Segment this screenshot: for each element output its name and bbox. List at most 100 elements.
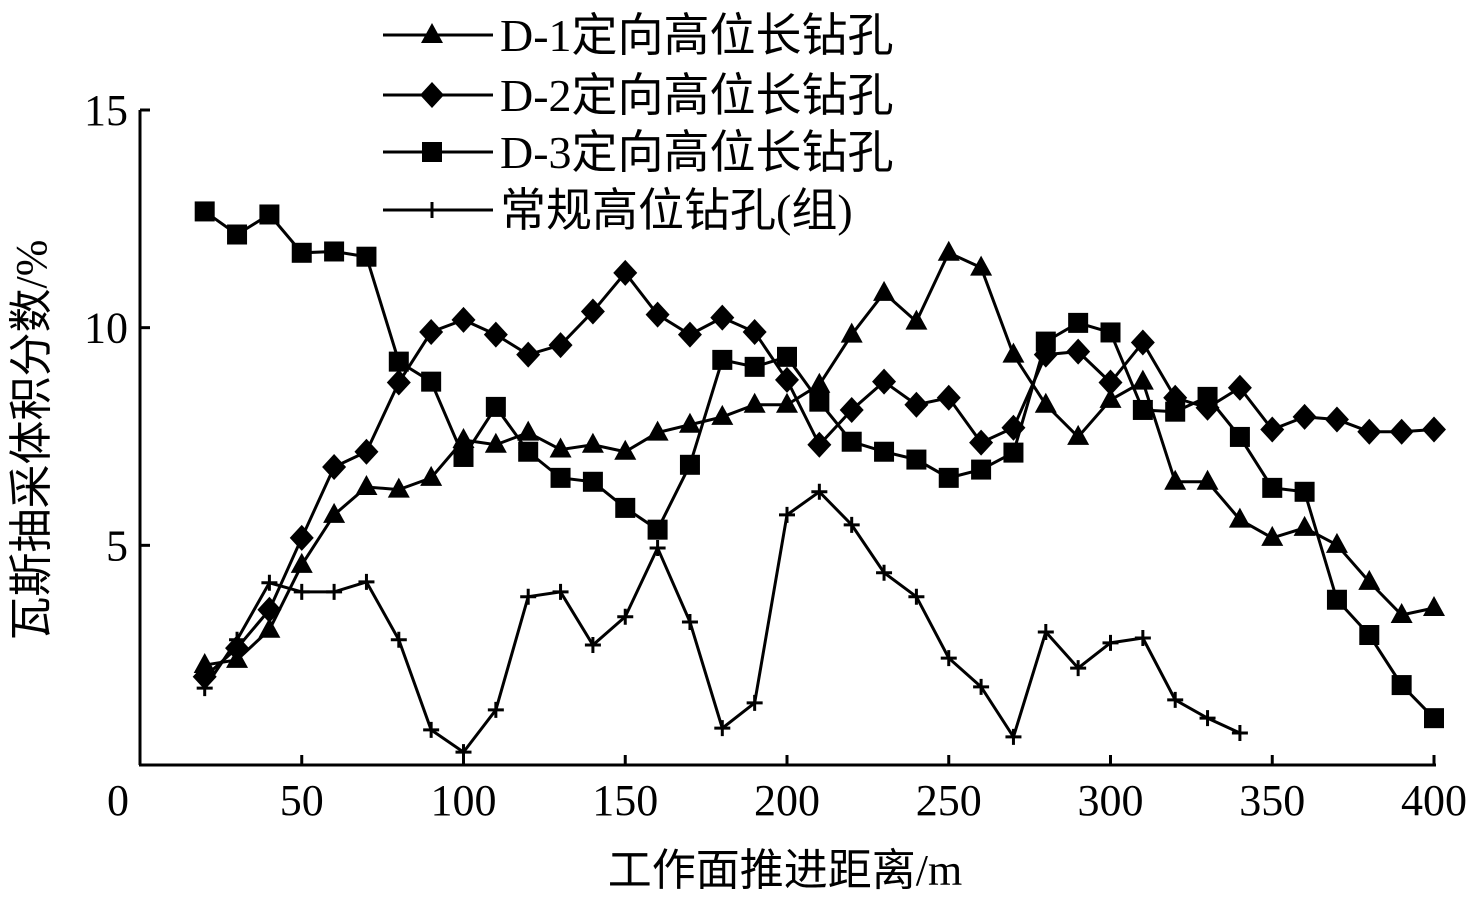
triangle-marker — [193, 653, 216, 674]
square-marker — [291, 242, 312, 263]
x-tick-label: 300 — [1078, 776, 1144, 825]
series-line — [203, 210, 1436, 720]
plus-marker — [617, 608, 634, 625]
x-tick-label: 350 — [1239, 776, 1305, 825]
x-tick-label: 150 — [592, 776, 658, 825]
diamond-marker — [192, 663, 217, 690]
diamond-marker — [742, 319, 767, 346]
square-marker — [1424, 708, 1444, 729]
diamond-marker — [548, 332, 573, 359]
series-2 — [192, 259, 1446, 690]
square-marker — [1229, 426, 1250, 447]
diamond-marker — [969, 429, 994, 456]
diamond-marker — [1292, 403, 1317, 430]
legend-item: D-3定向高位长钻孔 — [383, 127, 894, 178]
square-marker — [874, 441, 895, 462]
square-marker — [1068, 312, 1089, 333]
plus-marker — [908, 588, 925, 605]
triangle-marker — [1067, 424, 1090, 445]
diamond-marker — [257, 596, 282, 623]
triangle-marker — [678, 412, 701, 433]
legend-item: D-1定向高位长钻孔 — [383, 10, 894, 61]
square-marker — [647, 519, 668, 540]
triangle-marker — [937, 240, 960, 261]
plus-marker — [779, 506, 795, 523]
triangle-marker — [808, 372, 831, 393]
plus-marker — [746, 694, 763, 711]
y-tick-label: 15 — [84, 86, 128, 135]
triangle-marker — [840, 322, 863, 343]
legend-label: 常规高位钻孔(组) — [500, 185, 853, 236]
legend-item: D-2定向高位长钻孔 — [383, 70, 894, 121]
plus-marker — [229, 631, 246, 648]
plus-marker — [811, 483, 828, 500]
triangle-marker — [420, 465, 443, 486]
square-marker — [485, 396, 506, 417]
legend-square-icon — [422, 142, 442, 162]
triangle-marker — [1358, 569, 1381, 590]
square-marker — [259, 204, 280, 225]
triangle-marker — [1099, 387, 1122, 408]
x-tick-label: 0 — [107, 776, 129, 825]
plus-marker — [973, 678, 990, 695]
triangle-marker — [355, 474, 378, 495]
diamond-marker — [1098, 369, 1123, 396]
diamond-marker — [516, 341, 541, 368]
plus-marker — [326, 583, 343, 600]
square-marker — [971, 459, 992, 480]
triangle-marker — [258, 617, 281, 638]
triangle-marker — [970, 255, 993, 276]
legend-plus-icon — [424, 202, 440, 218]
triangle-marker — [1325, 532, 1348, 553]
triangle-marker — [549, 437, 572, 458]
square-marker — [518, 441, 539, 462]
plus-marker — [1005, 728, 1022, 745]
square-marker — [841, 431, 862, 452]
diamond-marker — [1130, 329, 1155, 356]
plus-marker — [681, 613, 698, 630]
square-marker — [906, 449, 927, 470]
plus-marker — [390, 631, 407, 648]
diamond-marker — [677, 321, 702, 348]
diamond-marker — [1324, 406, 1349, 433]
diamond-marker — [1422, 416, 1446, 443]
diamond-marker — [613, 259, 638, 286]
legend-diamond-icon — [420, 82, 444, 108]
plus-marker — [358, 573, 375, 590]
plus-marker — [552, 583, 569, 600]
diamond-marker — [419, 319, 444, 346]
square-marker — [712, 349, 733, 370]
triangle-marker — [614, 439, 637, 460]
square-marker — [453, 446, 474, 467]
plus-marker — [1070, 660, 1087, 677]
x-axis-label: 工作面推进距离/m — [608, 846, 962, 895]
plus-marker — [423, 721, 440, 738]
diamond-marker — [354, 438, 379, 465]
square-marker — [1165, 401, 1186, 422]
x-tick-label: 200 — [754, 776, 820, 825]
plus-marker — [876, 564, 893, 581]
square-marker — [1391, 675, 1412, 696]
x-tick-label: 250 — [916, 776, 982, 825]
series-3 — [194, 201, 1444, 729]
plus-marker — [455, 744, 472, 761]
diamond-marker — [775, 366, 799, 393]
series-group — [192, 201, 1446, 761]
square-marker — [1326, 589, 1347, 610]
triangle-marker — [711, 404, 734, 425]
diamond-marker — [1260, 416, 1285, 443]
triangle-marker — [646, 420, 669, 441]
square-marker — [1132, 399, 1153, 420]
square-marker — [744, 356, 765, 377]
plus-marker — [261, 574, 278, 591]
plus-marker — [1102, 634, 1119, 651]
triangle-marker — [1002, 342, 1025, 363]
square-marker — [1197, 386, 1218, 407]
triangle-marker — [1131, 369, 1154, 390]
diamond-marker — [904, 391, 929, 418]
square-marker — [324, 241, 345, 262]
legend-item: 常规高位钻孔(组) — [383, 185, 853, 236]
diamond-marker — [839, 396, 864, 423]
